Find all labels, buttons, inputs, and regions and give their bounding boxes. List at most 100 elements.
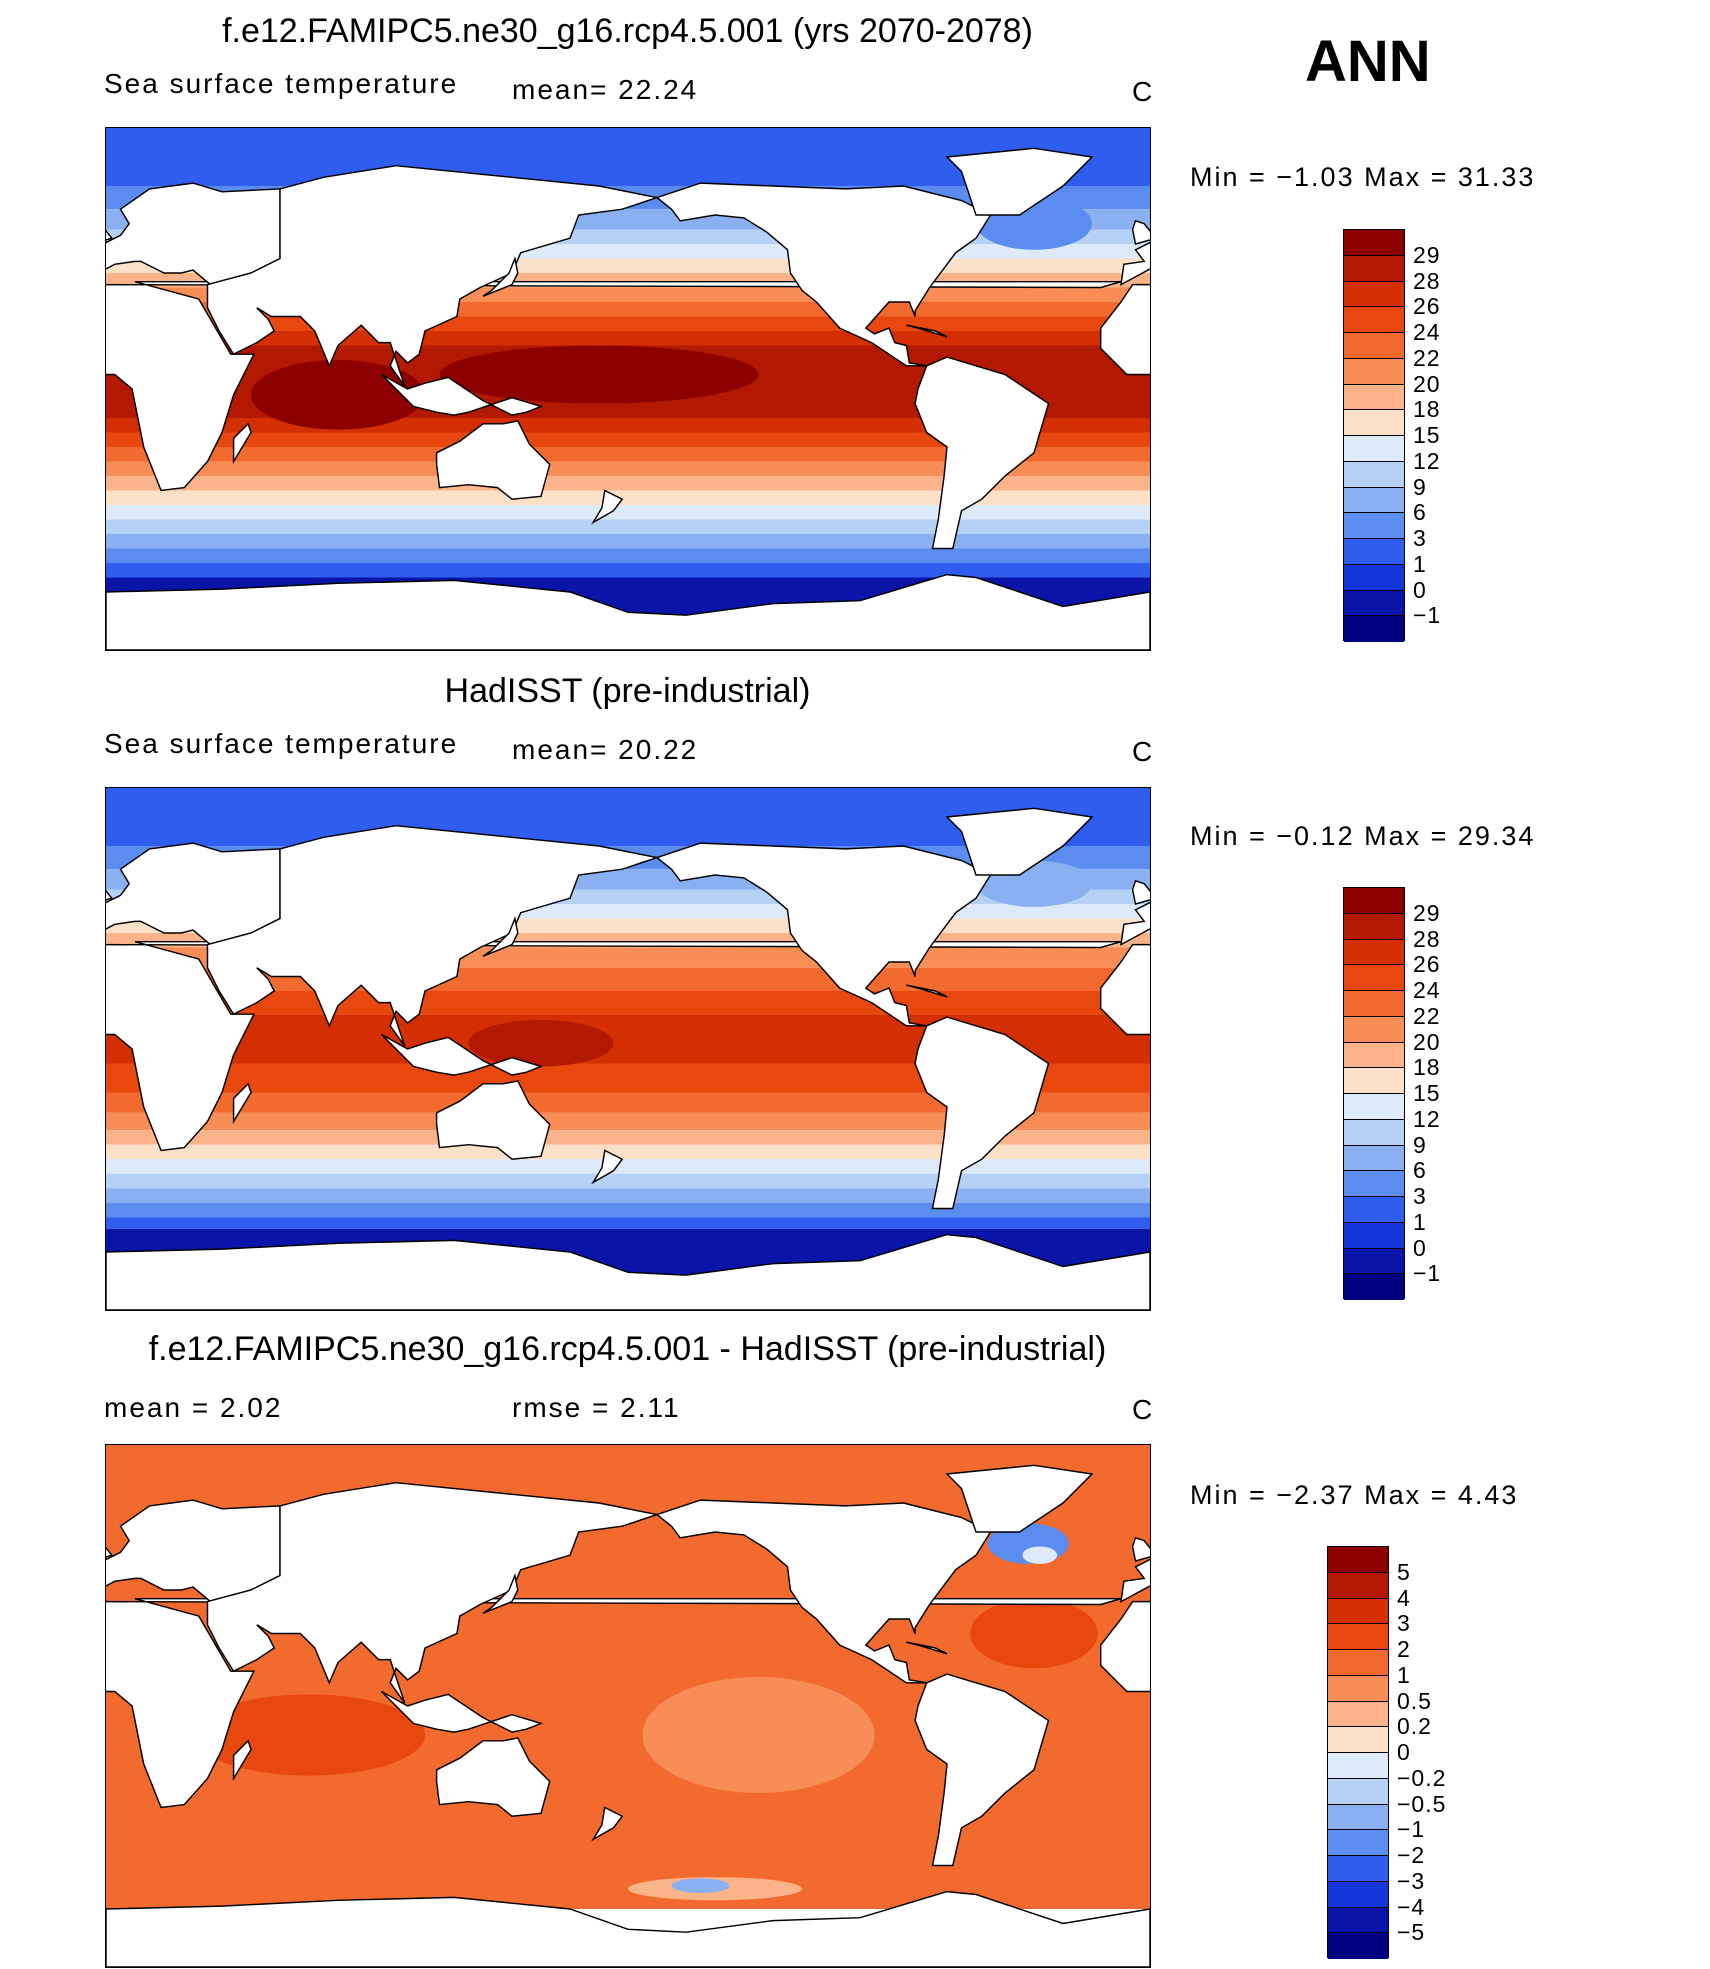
colorbar-swatch (1328, 1753, 1388, 1779)
colorbar-tick-label: 3 (1413, 1183, 1427, 1209)
panel-2-map-canvas (106, 788, 1150, 1310)
colorbar-tick-label: 28 (1413, 267, 1441, 294)
panel-1-map (105, 127, 1151, 651)
colorbar-swatch (1344, 333, 1404, 359)
colorbar-swatch (1328, 1675, 1388, 1702)
colorbar-tick-label: 18 (1413, 396, 1441, 423)
colorbar-swatch (1344, 1222, 1404, 1249)
sst-anomaly-patch (970, 1598, 1098, 1669)
colorbar-swatch (1344, 230, 1404, 256)
colorbar-tick-label: 22 (1413, 1002, 1441, 1029)
colorbar-tick-label: 20 (1413, 370, 1441, 397)
panel-2-mean-label: mean= 20.22 (512, 734, 699, 765)
colorbar-tick-label: 20 (1413, 1028, 1441, 1055)
colorbar-swatch (1328, 1933, 1388, 1959)
continents-outline (106, 1464, 1150, 1967)
panel-1-variable-label: Sea surface temperature (104, 68, 459, 99)
panel-2-colorbar (1343, 887, 1405, 1300)
panel-1-mean-label: mean= 22.24 (512, 74, 699, 105)
colorbar-tick-label: 1 (1413, 550, 1427, 577)
colorbar-swatch (1344, 358, 1404, 385)
sst-anomaly-patch (642, 1677, 875, 1793)
colorbar-tick-label: 29 (1413, 241, 1441, 268)
panel-3-mean-label: mean = 2.02 (104, 1392, 283, 1423)
colorbar-tick-label: 29 (1413, 899, 1441, 926)
colorbar-swatch (1344, 436, 1404, 462)
colorbar-tick-label: 3 (1413, 525, 1427, 551)
colorbar-swatch (1328, 1650, 1388, 1676)
colorbar-swatch (1328, 1598, 1388, 1625)
colorbar-tick-label: 0 (1413, 576, 1427, 603)
colorbar-swatch (1328, 1778, 1388, 1805)
colorbar-swatch (1344, 1016, 1404, 1043)
colorbar-swatch (1344, 461, 1404, 488)
colorbar-tick-label: 3 (1397, 1610, 1411, 1637)
colorbar-swatch (1328, 1830, 1388, 1856)
colorbar-tick-label: 9 (1413, 473, 1427, 500)
panel-2-title: HadISST (pre-industrial) (444, 672, 811, 710)
colorbar-swatch (1344, 1197, 1404, 1223)
colorbar-swatch (1344, 939, 1404, 966)
panel-1-map-canvas (106, 128, 1150, 650)
colorbar-swatch (1344, 1119, 1404, 1146)
colorbar-tick-label: −1 (1397, 1816, 1426, 1843)
sst-anomaly-patch (468, 1020, 614, 1067)
continents-outline (106, 147, 1150, 650)
colorbar-tick-label: −5 (1397, 1919, 1426, 1946)
colorbar-swatch (1328, 1907, 1388, 1934)
colorbar-swatch (1344, 616, 1404, 642)
colorbar-swatch (1344, 888, 1404, 914)
colorbar-swatch (1344, 1042, 1404, 1069)
colorbar-tick-label: −1 (1413, 602, 1442, 629)
colorbar-tick-label: −2 (1397, 1842, 1426, 1868)
season-label: ANN (1305, 29, 1431, 94)
colorbar-tick-label: −0.5 (1397, 1790, 1447, 1817)
colorbar-swatch (1344, 307, 1404, 333)
colorbar-swatch (1328, 1701, 1388, 1728)
panel-3-map-canvas (106, 1445, 1150, 1967)
panel-1-colorbar (1343, 229, 1405, 642)
colorbar-tick-label: 4 (1397, 1584, 1411, 1611)
colorbar-swatch (1328, 1572, 1388, 1599)
colorbar-swatch (1344, 384, 1404, 411)
colorbar-tick-label: 6 (1413, 499, 1427, 526)
colorbar-swatch (1344, 590, 1404, 617)
panel-1-unit: C (1132, 76, 1155, 107)
colorbar-swatch (1344, 1171, 1404, 1197)
colorbar-tick-label: 1 (1397, 1661, 1411, 1688)
colorbar-tick-label: 12 (1413, 1105, 1441, 1132)
sst-anomaly-patch (193, 1694, 425, 1776)
colorbar-tick-label: 15 (1413, 422, 1441, 448)
colorbar-tick-label: 26 (1413, 951, 1441, 978)
colorbar-swatch (1344, 564, 1404, 591)
colorbar-swatch (1344, 1248, 1404, 1275)
panel-3-min-max: Min = −2.37 Max = 4.43 (1190, 1480, 1519, 1510)
colorbar-tick-label: −0.2 (1397, 1764, 1447, 1791)
sst-anomaly-patch (251, 360, 425, 430)
colorbar-tick-label: 0.2 (1397, 1713, 1432, 1740)
colorbar-swatch (1344, 965, 1404, 991)
panel-2-unit: C (1132, 736, 1155, 767)
panel-3-unit: C (1132, 1394, 1155, 1425)
panel-3-colorbar (1327, 1546, 1389, 1959)
colorbar-tick-label: 0 (1397, 1739, 1411, 1765)
sst-anomaly-patch (439, 345, 759, 404)
colorbar-tick-label: −4 (1397, 1893, 1426, 1920)
colorbar-tick-label: 2 (1397, 1636, 1411, 1662)
colorbar-tick-label: 28 (1413, 925, 1441, 952)
colorbar-swatch (1328, 1624, 1388, 1650)
colorbar-swatch (1344, 1094, 1404, 1120)
panel-2-map (105, 787, 1151, 1311)
colorbar-tick-label: −3 (1397, 1867, 1426, 1894)
colorbar-swatch (1344, 513, 1404, 539)
colorbar-tick-label: 22 (1413, 344, 1441, 371)
panel-3-rmse-label: rmse = 2.11 (512, 1392, 681, 1423)
colorbar-tick-label: 24 (1413, 319, 1441, 345)
colorbar-swatch (1328, 1727, 1388, 1753)
panel-3-map (105, 1444, 1151, 1968)
colorbar-swatch (1328, 1804, 1388, 1831)
colorbar-swatch (1328, 1547, 1388, 1573)
continents-outline (106, 807, 1150, 1310)
colorbar-swatch (1344, 1274, 1404, 1300)
colorbar-swatch (1344, 281, 1404, 308)
